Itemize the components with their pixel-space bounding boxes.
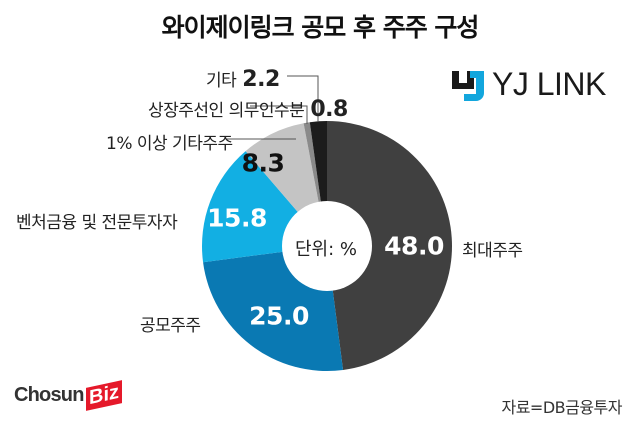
value-largest: 48.0 bbox=[384, 231, 444, 261]
pie-slice bbox=[327, 121, 453, 370]
label-lockup: 상장주선인 의무인수분 0.8 bbox=[148, 97, 348, 122]
donut-hole bbox=[282, 201, 372, 291]
yj-link-brand: YJ LINK bbox=[492, 66, 606, 102]
leader-line bbox=[250, 105, 308, 124]
chosunbiz-logo: Chosun Biz bbox=[14, 380, 122, 411]
value-over1: 8.3 bbox=[241, 148, 285, 178]
value-venture: 15.8 bbox=[207, 203, 267, 233]
label-other: 기타 2.2 bbox=[206, 67, 280, 92]
chart-title: 와이제이링크 공모 후 주주 구성 bbox=[161, 13, 480, 42]
yj-link-logo-icon bbox=[452, 70, 484, 101]
label-venture: 벤처금융 및 전문투자자 bbox=[16, 213, 178, 233]
source-note: 자료=DB금융투자 bbox=[501, 398, 622, 417]
label-public: 공모주주 bbox=[140, 316, 201, 336]
yj-link-logo: YJ LINK bbox=[450, 66, 606, 103]
label-largest: 최대주주 bbox=[462, 241, 523, 261]
label-over1: 1% 이상 기타주주 bbox=[106, 134, 233, 154]
value-public: 25.0 bbox=[249, 301, 309, 331]
unit-label: 단위: % bbox=[294, 239, 358, 260]
leader-line bbox=[287, 75, 319, 122]
